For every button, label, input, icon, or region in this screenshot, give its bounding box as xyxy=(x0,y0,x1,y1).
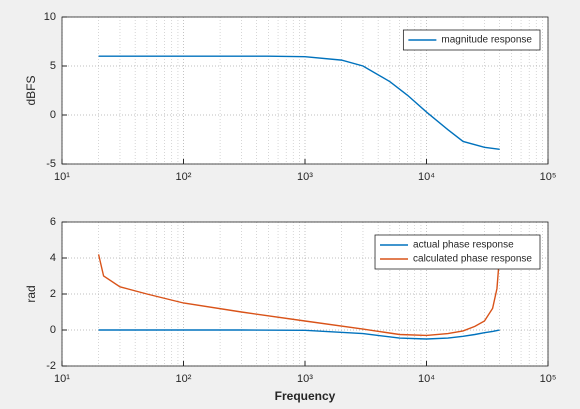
y-tick-label: 4 xyxy=(50,252,56,264)
x-tick-label: 10² xyxy=(176,373,192,385)
y-tick-label: 2 xyxy=(50,288,56,300)
y-axis-label: rad xyxy=(24,285,38,302)
y-tick-label: -5 xyxy=(46,158,56,170)
y-axis-label: dBFS xyxy=(24,75,38,105)
x-tick-label: 10² xyxy=(176,171,192,183)
x-tick-label: 10⁵ xyxy=(540,171,557,183)
x-axis-label: Frequency xyxy=(275,389,336,403)
x-tick-label: 10⁴ xyxy=(418,373,435,385)
line-series xyxy=(98,329,500,340)
legend-label: magnitude response xyxy=(441,35,532,46)
legend-box xyxy=(402,29,541,51)
x-tick-label: 10³ xyxy=(297,373,313,385)
y-tick-label: 6 xyxy=(50,216,56,228)
x-tick-label: 10⁵ xyxy=(540,373,557,385)
y-tick-label: 10 xyxy=(44,11,56,23)
x-tick-label: 10⁴ xyxy=(418,171,435,183)
legend: actual phase response calculated phase re… xyxy=(374,234,541,270)
axes-box xyxy=(61,221,549,367)
x-tick-label: 10¹ xyxy=(54,171,70,183)
axes-box xyxy=(61,16,549,165)
legend: magnitude response xyxy=(402,29,541,51)
y-tick-label: 0 xyxy=(50,109,56,121)
legend-label: calculated phase response xyxy=(413,254,532,265)
legend-box xyxy=(374,234,541,270)
y-tick-label: -2 xyxy=(46,360,56,372)
x-tick-label: 10³ xyxy=(297,171,313,183)
line-series xyxy=(98,55,500,150)
x-tick-label: 10¹ xyxy=(54,373,70,385)
legend-label: actual phase response xyxy=(413,240,514,251)
y-tick-label: 0 xyxy=(50,324,56,336)
y-tick-label: 5 xyxy=(50,60,56,72)
line-series xyxy=(97,254,501,337)
